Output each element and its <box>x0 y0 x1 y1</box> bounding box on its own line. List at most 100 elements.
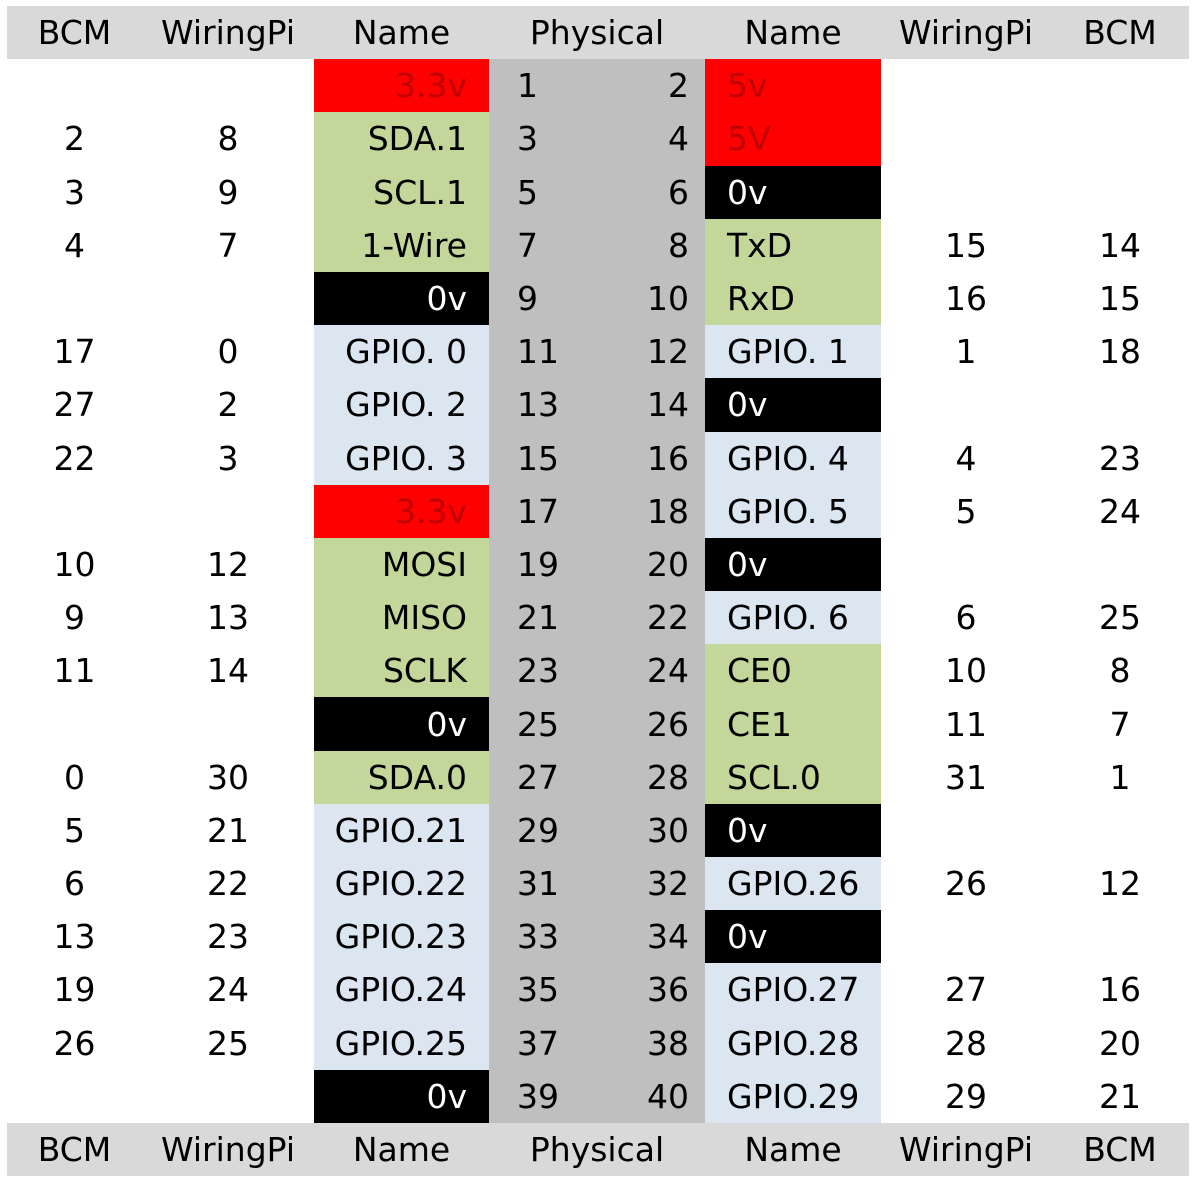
bcm-right <box>1051 112 1189 165</box>
wiringpi-right <box>881 166 1051 219</box>
physical-right: 34 <box>598 910 705 964</box>
pin-name-right: GPIO. 5 <box>705 484 881 538</box>
wiringpi-right: 31 <box>945 757 987 797</box>
physical-left: 13 <box>489 378 598 432</box>
header-row-top: BCM WiringPi Name Physical Name WiringPi… <box>7 6 1189 60</box>
pin-row: 3.3v 17 18 GPIO. 5 5 24 <box>7 484 1189 538</box>
pin-name-left: GPIO. 3 <box>314 431 489 485</box>
pin-row: 0v 9 10 RxD 16 15 <box>7 271 1189 326</box>
header-bcm-right: BCM <box>1083 13 1157 53</box>
footer-bcm-left: BCM <box>37 1130 112 1170</box>
physical-right: 28 <box>598 750 705 804</box>
bcm-right: 8 <box>1109 651 1131 691</box>
physical-left: 37 <box>489 1016 598 1070</box>
wiringpi-right: 4 <box>955 438 977 478</box>
physical-right: 22 <box>598 591 705 645</box>
pin-name-right: GPIO.28 <box>705 1016 881 1070</box>
pin-name-right: CE1 <box>705 697 881 751</box>
physical-right: 38 <box>598 1016 705 1070</box>
wiringpi-left <box>142 59 314 112</box>
wiringpi-left <box>142 1070 314 1123</box>
pin-name-right: GPIO. 1 <box>705 325 881 379</box>
bcm-right: 1 <box>1109 757 1131 797</box>
wiringpi-left: 25 <box>207 1023 249 1063</box>
wiringpi-left: 7 <box>217 225 239 265</box>
footer-bcm-right: BCM <box>1083 1130 1157 1170</box>
pin-name-left: 3.3v <box>314 59 489 113</box>
wiringpi-left: 0 <box>217 332 239 372</box>
physical-right: 18 <box>598 484 705 538</box>
bcm-right: 15 <box>1099 279 1141 319</box>
wiringpi-right: 6 <box>955 598 977 638</box>
pin-row: 9 13 MISO 21 22 GPIO. 6 6 25 <box>7 591 1189 645</box>
pin-name-left: SDA.1 <box>314 112 489 166</box>
pin-name-right: 0v <box>705 165 881 219</box>
bcm-right <box>1051 378 1189 431</box>
physical-left: 5 <box>489 165 598 219</box>
pin-name-left: 3.3v <box>314 484 489 538</box>
header-name-left: Name <box>352 13 451 53</box>
bcm-right <box>1051 910 1189 963</box>
pin-name-right: GPIO.27 <box>705 963 881 1017</box>
physical-left: 31 <box>489 857 598 911</box>
wiringpi-left <box>142 485 314 538</box>
header-name-right: Name <box>744 13 842 53</box>
physical-left: 33 <box>489 910 598 964</box>
physical-right: 4 <box>598 112 705 166</box>
wiringpi-right: 10 <box>945 651 987 691</box>
bcm-left: 17 <box>53 332 96 372</box>
wiringpi-left: 13 <box>207 598 249 638</box>
bcm-right: 21 <box>1099 1076 1141 1116</box>
bcm-left <box>7 697 142 750</box>
pin-name-left: GPIO. 2 <box>314 378 489 432</box>
pin-name-left: 0v <box>314 271 489 326</box>
wiringpi-right <box>881 910 1051 963</box>
bcm-right <box>1051 538 1189 591</box>
bcm-left: 4 <box>64 225 85 265</box>
physical-left: 25 <box>489 697 598 751</box>
physical-right: 6 <box>598 165 705 219</box>
physical-left: 35 <box>489 963 598 1017</box>
pin-row: 3.3v 1 2 5v <box>7 59 1189 113</box>
pin-name-right: GPIO.29 <box>705 1069 881 1123</box>
pin-name-left: GPIO.21 <box>314 803 489 857</box>
header-physical: Physical <box>529 13 665 53</box>
pin-row: 13 23 GPIO.23 33 34 0v <box>7 910 1189 964</box>
pin-name-left: GPIO.24 <box>314 963 489 1017</box>
wiringpi-right: 29 <box>945 1076 987 1116</box>
pin-row: 2 8 SDA.1 3 4 5V <box>7 112 1189 166</box>
wiringpi-left: 9 <box>217 172 239 212</box>
pin-row: 5 21 GPIO.21 29 30 0v <box>7 803 1189 857</box>
pin-name-right: 0v <box>705 537 881 592</box>
wiringpi-left: 22 <box>207 864 249 904</box>
pin-row: 22 3 GPIO. 3 15 16 GPIO. 4 4 23 <box>7 431 1189 485</box>
pin-name-left: SCLK <box>314 644 489 698</box>
wiringpi-right: 16 <box>945 279 987 319</box>
pin-row: 19 24 GPIO.24 35 36 GPIO.27 27 16 <box>7 963 1189 1017</box>
pin-name-right: GPIO.26 <box>705 857 881 911</box>
pin-row: 6 22 GPIO.22 31 32 GPIO.26 26 12 <box>7 857 1189 911</box>
pin-name-right: 5v <box>705 59 881 113</box>
pin-row: 3 9 SCL.1 5 6 0v <box>7 165 1189 219</box>
pin-row: 0 30 SDA.0 27 28 SCL.0 31 1 <box>7 750 1189 804</box>
pin-name-left: GPIO. 0 <box>314 325 489 379</box>
physical-left: 21 <box>489 591 598 645</box>
footer-wiringpi-left: WiringPi <box>160 1130 295 1170</box>
header-wiringpi-right: WiringPi <box>898 13 1033 53</box>
pin-name-right: GPIO. 4 <box>705 431 881 485</box>
pin-row: 26 25 GPIO.25 37 38 GPIO.28 28 20 <box>7 1016 1189 1070</box>
bcm-left: 26 <box>53 1023 96 1063</box>
wiringpi-left: 23 <box>207 917 249 957</box>
pin-row: 0v 25 26 CE1 11 7 <box>7 697 1189 751</box>
bcm-left: 13 <box>53 917 96 957</box>
bcm-right: 16 <box>1099 970 1141 1010</box>
wiringpi-right: 28 <box>945 1023 987 1063</box>
bcm-right: 18 <box>1099 332 1141 372</box>
wiringpi-left: 24 <box>207 970 249 1010</box>
physical-left: 1 <box>489 59 598 113</box>
pin-rows: 3.3v 1 2 5v 2 8 SDA.1 3 4 5V 3 9 SCL.1 5 6 0v 4 7 1-Wire 7 8… <box>7 59 1189 1123</box>
pin-name-right: GPIO. 6 <box>705 591 881 645</box>
bcm-left: 22 <box>53 438 96 478</box>
wiringpi-right: 5 <box>955 491 977 531</box>
bcm-left: 9 <box>64 598 85 638</box>
